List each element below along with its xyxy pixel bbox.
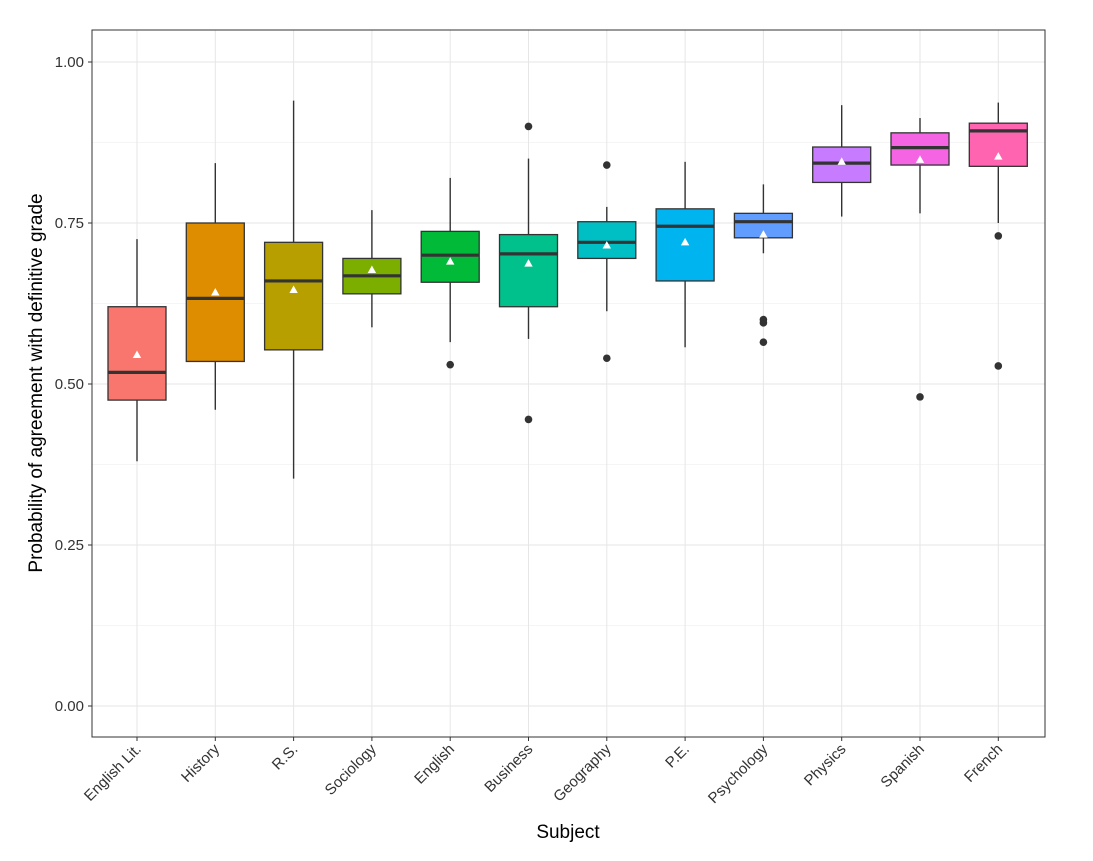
box-geography xyxy=(577,161,637,363)
x-tick-label: R.S. xyxy=(269,741,302,774)
outlier-point xyxy=(603,354,611,363)
outlier-point xyxy=(446,360,455,369)
mean-marker xyxy=(524,259,533,267)
mean-marker xyxy=(994,152,1003,160)
boxes xyxy=(107,100,1028,479)
x-axis-title: Subject xyxy=(536,822,600,843)
outlier-point xyxy=(603,161,611,169)
x-tick-label: Sociology xyxy=(322,740,380,798)
x-tick-label: Business xyxy=(481,741,536,796)
box-history xyxy=(185,163,245,410)
iqr-box xyxy=(263,241,324,351)
box-french xyxy=(968,102,1028,370)
box-p-e xyxy=(655,161,715,348)
outlier-point xyxy=(759,338,768,346)
mean-marker xyxy=(759,230,768,238)
outlier-point xyxy=(759,315,768,324)
x-tick-label: P.E. xyxy=(662,741,693,772)
x-tick-label: Spanish xyxy=(877,741,927,791)
x-tick-label: Psychology xyxy=(705,740,772,807)
box-physics xyxy=(812,105,872,217)
box-spanish xyxy=(890,118,950,401)
mean-marker xyxy=(680,237,690,246)
box-english xyxy=(420,177,480,369)
mean-marker xyxy=(446,257,455,265)
box-english-lit xyxy=(107,239,167,462)
mean-marker xyxy=(602,241,611,249)
x-tick-label: English Lit. xyxy=(81,741,145,805)
outlier-point xyxy=(524,415,533,424)
y-tick-label: 0.75 xyxy=(55,215,84,232)
x-tick-label: History xyxy=(178,740,223,785)
iqr-box xyxy=(420,230,480,283)
mean-marker xyxy=(915,155,925,163)
y-tick-label: 0.25 xyxy=(55,537,84,554)
y-tick-label: 0.50 xyxy=(55,376,84,393)
x-tick-label: French xyxy=(961,741,1006,786)
outlier-point xyxy=(994,362,1003,370)
outlier-point xyxy=(524,122,533,131)
x-tick-label: English xyxy=(411,741,458,788)
y-tick-label: 1.00 xyxy=(55,54,84,71)
x-tick-label: Geography xyxy=(550,740,615,805)
iqr-box xyxy=(577,221,637,260)
iqr-box xyxy=(498,233,559,308)
box-r-s xyxy=(263,100,324,479)
mean-marker xyxy=(132,350,142,359)
outlier-point xyxy=(916,393,924,401)
y-tick-label: 0.00 xyxy=(55,698,84,715)
mean-marker xyxy=(367,265,377,274)
outlier-point xyxy=(994,232,1003,240)
mean-marker xyxy=(211,288,220,296)
box-sociology xyxy=(342,210,402,328)
mean-marker xyxy=(837,157,846,165)
box-business xyxy=(498,122,559,424)
y-axis-title: Probability of agreement with definitive… xyxy=(26,193,47,572)
mean-marker xyxy=(289,285,298,293)
box-psychology xyxy=(733,184,794,346)
x-tick-label: Physics xyxy=(801,741,850,790)
